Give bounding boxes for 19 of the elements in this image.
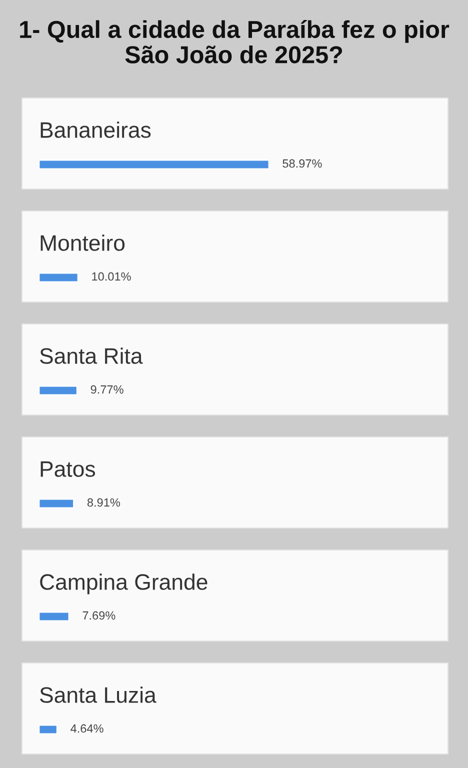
bar [39, 272, 79, 283]
data-label: 7.69% [82, 611, 116, 620]
data-label: 4.64% [70, 724, 104, 733]
y-tick-label: Campina Grande [40, 574, 208, 594]
chart-title: 1- Qual a cidade da Paraíba fez o pior São João de 2025? [20, 20, 450, 64]
y-tick-label: Santa Rita [40, 348, 143, 364]
data-label: 9.77% [90, 385, 124, 394]
bar [39, 724, 58, 735]
y-tick-label: Santa Luzia [40, 686, 156, 703]
y-tick-label: Bananeiras [40, 122, 151, 138]
data-label: 58.97% [282, 159, 322, 168]
bar [39, 159, 269, 170]
bar [39, 611, 70, 622]
bar [39, 498, 74, 509]
data-label: 8.91% [87, 498, 120, 507]
data-label: 10.01% [92, 272, 131, 281]
bar [39, 385, 78, 396]
y-tick-label: Monteiro [40, 234, 125, 251]
y-tick-label: Patos [40, 461, 96, 477]
